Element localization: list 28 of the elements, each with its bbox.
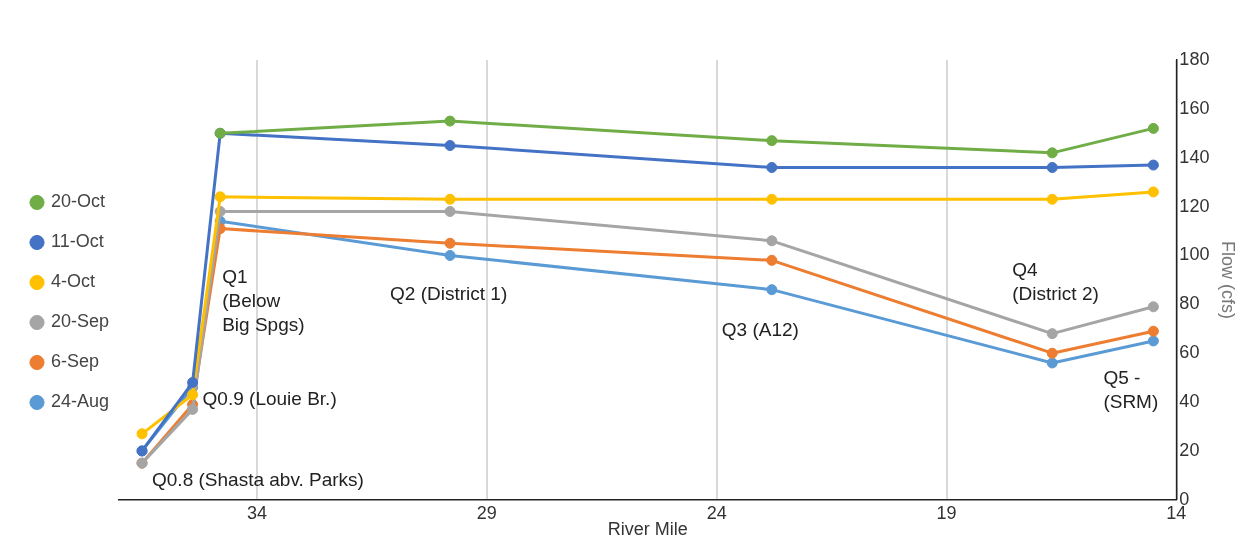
legend-label: 4-Oct [51,271,96,292]
x-axis-title: River Mile [607,519,688,540]
annotation: Q4 (District 2) [1012,259,1099,305]
y-tick-label: 160 [1179,97,1210,118]
y-tick-label: 80 [1179,293,1200,314]
annotation: Q1 (Below Big Spgs) [222,266,305,336]
legend-label: 11-Oct [51,231,104,252]
x-tick-label: 29 [476,502,497,523]
annotation: Q0.8 (Shasta abv. Parks) [152,468,364,490]
annotation: Q2 (District 1) [390,283,508,305]
y-tick-label: 60 [1179,342,1200,363]
y-axis-title: Flow (cfs) [1218,240,1239,319]
x-tick-label: 24 [706,502,727,523]
y-tick-label: 100 [1179,244,1210,265]
x-tick-label: 19 [936,502,957,523]
annotation: Q0.9 (Louie Br.) [202,388,337,410]
legend-label: 24-Aug [51,391,110,412]
legend-label: 20-Oct [51,191,106,212]
annotation: Q3 (A12) [721,319,799,341]
legend-label: 20-Sep [51,311,110,332]
legend-label: 6-Sep [51,351,100,372]
y-tick-label: 180 [1179,48,1210,69]
y-tick-label: 140 [1179,146,1210,167]
y-tick-label: 40 [1179,391,1200,412]
x-tick-label: 34 [246,502,267,523]
y-tick-label: 20 [1179,439,1200,460]
annotation: Q5 - (SRM) [1103,366,1159,412]
y-tick-label: 120 [1179,195,1210,216]
